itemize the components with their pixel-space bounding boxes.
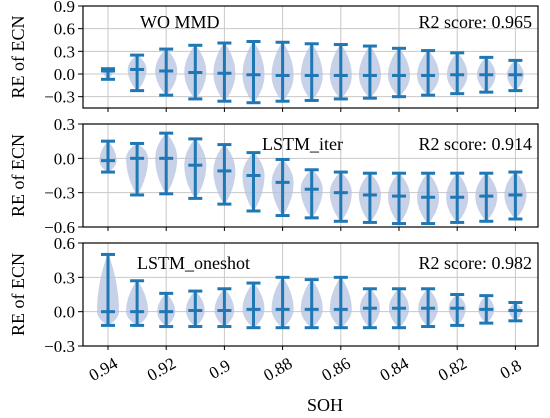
y-axis-label: RE of ECN	[8, 16, 28, 99]
y-tick-label: 0.0	[54, 65, 75, 84]
panel-annotation: LSTM_oneshot	[137, 253, 250, 273]
y-axis-label: RE of ECN	[8, 253, 28, 336]
y-tick-label: −0.3	[44, 88, 75, 107]
panel-annotation: WO MMD	[140, 12, 220, 32]
r2-score-label: R2 score: 0.914	[419, 134, 532, 154]
r2-score-label: R2 score: 0.965	[419, 12, 532, 32]
x-tick-label: 0.86	[318, 354, 353, 385]
y-tick-label: 0.6	[54, 20, 75, 39]
panel-frame	[82, 123, 539, 228]
x-axis-label: SOH	[307, 395, 343, 415]
y-tick-label: 0.6	[54, 234, 75, 253]
panel-annotation: LSTM_iter	[262, 134, 343, 154]
y-tick-label: 0.0	[54, 303, 75, 322]
y-tick-label: −0.6	[44, 218, 75, 237]
panel-frame	[82, 5, 539, 109]
panel-1: −0.3 0.0 0.3 0.6 0.9 RE of ECN WO MMD R2 score:…	[8, 0, 539, 112]
y-tick-label: 0.9	[54, 0, 75, 16]
y-axis-label: RE of ECN	[8, 134, 28, 217]
y-tick-label: 0.3	[54, 42, 75, 61]
r2-score-label: R2 score: 0.982	[419, 253, 532, 273]
y-tick-label: −0.3	[44, 337, 75, 356]
x-tick-label: 0.94	[86, 353, 122, 385]
panel-3: −0.3 0.0 0.3 0.6 RE of ECN LSTM_oneshot R2 sco…	[8, 234, 539, 356]
x-tick-label: 0.9	[206, 356, 234, 383]
x-tick-label: 0.92	[144, 354, 179, 385]
panel-frame	[82, 242, 539, 347]
y-tick-label: 0.3	[54, 268, 75, 287]
x-tick-label: 0.82	[435, 354, 470, 385]
x-tick-label: 0.88	[260, 354, 295, 385]
y-tick-label: −0.3	[44, 184, 75, 203]
x-tick-label: 0.8	[497, 356, 525, 383]
x-tick-label: 0.84	[377, 353, 413, 385]
y-tick-label: 0.3	[54, 115, 75, 134]
panel-2: −0.6 −0.3 0.0 0.3 RE of ECN LSTM_iter R2 score…	[8, 115, 539, 237]
y-tick-label: 0.0	[54, 149, 75, 168]
